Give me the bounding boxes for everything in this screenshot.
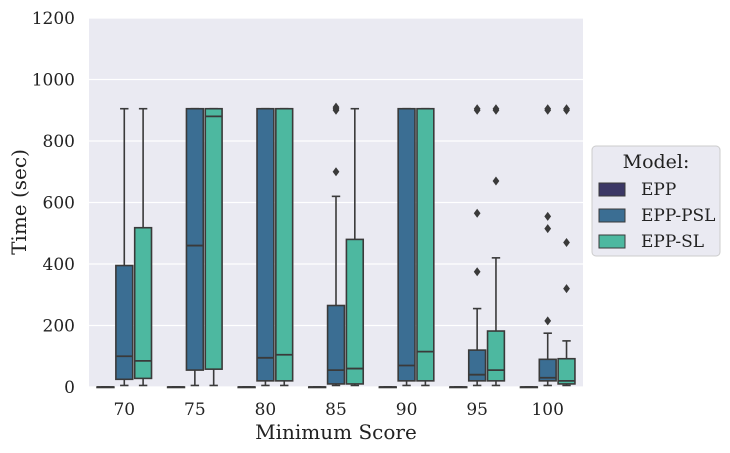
outlier-marker bbox=[544, 211, 552, 221]
box-iqr bbox=[557, 357, 576, 385]
box-EPP-PSL-95 bbox=[467, 104, 487, 387]
y-tick-label-1200: 1200 bbox=[32, 9, 75, 29]
legend-label-EPP: EPP bbox=[641, 180, 676, 200]
box-iqr bbox=[185, 107, 205, 371]
box-EPP-SL-70 bbox=[133, 107, 153, 387]
legend-title: Model: bbox=[623, 151, 690, 173]
box-EPP-85 bbox=[307, 386, 327, 389]
legend-label-EPP-PSL: EPP-PSL bbox=[641, 206, 715, 226]
box-EPP-SL-100 bbox=[557, 104, 576, 387]
box-iqr bbox=[397, 107, 416, 382]
box-EPP-PSL-80 bbox=[256, 107, 275, 387]
legend-swatch-EPP-PSL bbox=[598, 208, 626, 223]
box-EPP-PSL-90 bbox=[397, 107, 416, 387]
y-tick-label-800: 800 bbox=[43, 132, 75, 152]
outlier-marker bbox=[332, 167, 340, 177]
x-tick-label-95: 95 bbox=[466, 400, 488, 420]
outlier-marker bbox=[473, 208, 481, 218]
outlier-marker bbox=[544, 316, 552, 326]
box-EPP-90 bbox=[378, 386, 397, 389]
box-EPP-SL-85 bbox=[345, 107, 365, 387]
box-iqr bbox=[204, 107, 223, 370]
box-groups bbox=[96, 102, 576, 389]
y-tick-label-600: 600 bbox=[43, 194, 75, 214]
x-tick-label-90: 90 bbox=[396, 400, 418, 420]
box-EPP-70 bbox=[96, 386, 115, 389]
x-tick-label-70: 70 bbox=[113, 400, 135, 420]
box-EPP-100 bbox=[519, 386, 539, 389]
box-EPP-PSL-85 bbox=[326, 102, 346, 387]
box-iqr bbox=[486, 330, 506, 382]
box-iqr bbox=[326, 304, 346, 385]
outlier-marker bbox=[563, 284, 570, 294]
outlier-marker bbox=[492, 104, 500, 114]
box-EPP-SL-75 bbox=[204, 107, 223, 387]
legend-items: EPP EPP-PSL EPP-SL bbox=[598, 180, 715, 252]
outlier-marker bbox=[544, 104, 552, 114]
y-tick-label-1000: 1000 bbox=[32, 71, 75, 91]
y-axis-label: Time (sec) bbox=[7, 149, 31, 255]
outlier-marker bbox=[332, 102, 340, 112]
legend-swatch-EPP bbox=[598, 182, 626, 197]
box-EPP-SL-95 bbox=[486, 104, 506, 387]
box-EPP-95 bbox=[449, 386, 468, 389]
x-axis-ticks: 70 75 80 85 90 95 100 bbox=[113, 400, 563, 420]
outlier-marker bbox=[473, 104, 481, 114]
y-axis-ticks: 0 200 400 600 800 1000 1200 bbox=[32, 9, 75, 398]
x-tick-label-75: 75 bbox=[184, 400, 206, 420]
box-EPP-SL-90 bbox=[416, 107, 435, 387]
outlier-marker bbox=[544, 224, 552, 234]
x-tick-label-85: 85 bbox=[325, 400, 347, 420]
box-EPP-75 bbox=[166, 386, 186, 389]
legend: Model: EPP EPP-PSL EPP-SL bbox=[591, 145, 721, 257]
legend-frame bbox=[591, 145, 721, 257]
y-tick-label-0: 0 bbox=[64, 378, 75, 398]
box-iqr bbox=[345, 238, 365, 385]
box-iqr bbox=[275, 107, 294, 382]
outlier-marker bbox=[563, 104, 570, 114]
x-axis-label: Minimum Score bbox=[255, 420, 417, 444]
outlier-marker bbox=[563, 237, 570, 247]
outlier-marker bbox=[473, 267, 481, 277]
x-tick-label-80: 80 bbox=[255, 400, 277, 420]
box-iqr bbox=[416, 107, 435, 382]
box-iqr bbox=[133, 226, 153, 380]
box-iqr bbox=[115, 264, 134, 381]
box-EPP-PSL-70 bbox=[115, 107, 134, 387]
box-EPP-80 bbox=[237, 386, 256, 389]
y-tick-label-200: 200 bbox=[43, 317, 75, 337]
legend-swatch-EPP-SL bbox=[598, 234, 626, 249]
box-iqr bbox=[538, 358, 557, 382]
legend-label-EPP-SL: EPP-SL bbox=[641, 232, 704, 252]
box-iqr bbox=[256, 107, 275, 382]
box-EPP-SL-80 bbox=[275, 107, 294, 387]
box-EPP-PSL-100 bbox=[538, 104, 557, 387]
outlier-marker bbox=[492, 176, 500, 186]
box-iqr bbox=[467, 349, 487, 382]
box-EPP-PSL-75 bbox=[185, 107, 205, 387]
x-tick-label-100: 100 bbox=[531, 400, 563, 420]
y-tick-label-400: 400 bbox=[43, 255, 75, 275]
